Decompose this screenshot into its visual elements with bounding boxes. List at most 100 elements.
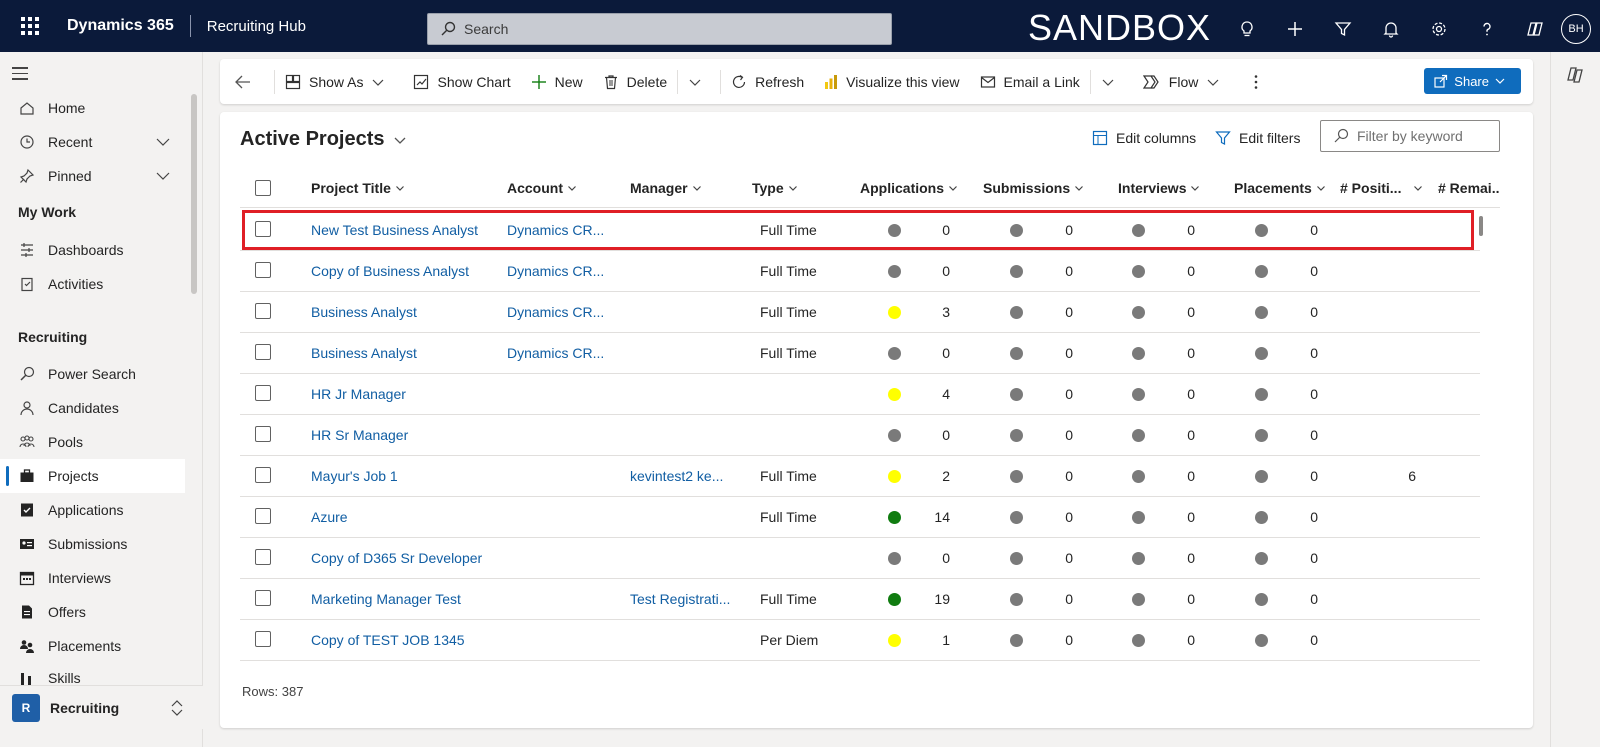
table-row[interactable]: Copy of Business Analyst Dynamics CR... Fu… — [240, 250, 1480, 292]
sidebar-item-power-search[interactable]: Power Search — [0, 357, 185, 391]
more-commands-dropdown[interactable] — [678, 66, 720, 98]
user-avatar[interactable]: BH — [1561, 14, 1591, 44]
row-checkbox[interactable] — [255, 549, 271, 565]
table-row[interactable]: HR Sr Manager 0 0 0 0 — [240, 414, 1480, 456]
row-checkbox[interactable] — [255, 590, 271, 606]
chevron-down-icon[interactable] — [155, 134, 171, 150]
column-header-interviews[interactable]: Interviews — [1118, 180, 1200, 196]
sidebar-item-pinned[interactable]: Pinned — [0, 159, 185, 193]
sidebar-item-placements[interactable]: Placements — [0, 629, 185, 663]
row-checkbox[interactable] — [255, 303, 271, 319]
sidebar-item-home[interactable]: Home — [0, 91, 185, 125]
table-row[interactable]: New Test Business Analyst Dynamics CR... F… — [240, 209, 1480, 251]
column-header-remaining[interactable]: # Remai... — [1438, 180, 1500, 196]
column-header-placements[interactable]: Placements — [1234, 180, 1326, 196]
table-row[interactable]: Mayur's Job 1 kevintest2 ke... Full Time 2 0… — [240, 455, 1480, 497]
account-link[interactable]: Dynamics CR... — [507, 345, 605, 361]
table-row[interactable]: Azure Full Time 14 0 0 0 — [240, 496, 1480, 538]
project-title-link[interactable]: Copy of TEST JOB 1345 — [311, 632, 465, 648]
account-link[interactable]: Dynamics CR... — [507, 263, 605, 279]
filter-by-keyword-input[interactable]: Filter by keyword — [1320, 120, 1500, 152]
help-icon[interactable] — [1463, 15, 1511, 43]
column-header-type[interactable]: Type — [752, 180, 798, 196]
share-button[interactable]: Share — [1424, 68, 1521, 94]
filter-icon[interactable] — [1319, 15, 1367, 43]
project-title-link[interactable]: Azure — [311, 509, 348, 525]
project-title-link[interactable]: Business Analyst — [311, 304, 417, 320]
project-title-link[interactable]: Business Analyst — [311, 345, 417, 361]
back-button[interactable] — [220, 66, 274, 98]
refresh-button[interactable]: Refresh — [721, 66, 814, 98]
sidebar-item-submissions[interactable]: Submissions — [0, 527, 185, 561]
row-checkbox[interactable] — [255, 385, 271, 401]
column-header-manager[interactable]: Manager — [630, 180, 702, 196]
row-checkbox[interactable] — [255, 467, 271, 483]
project-title-link[interactable]: HR Jr Manager — [311, 386, 406, 402]
gear-icon[interactable] — [1415, 15, 1463, 43]
column-header-account[interactable]: Account — [507, 180, 577, 196]
column-header-submissions[interactable]: Submissions — [983, 180, 1084, 196]
sidebar-item-pools[interactable]: Pools — [0, 425, 185, 459]
view-selector[interactable]: Active Projects — [240, 128, 407, 151]
project-title-link[interactable]: New Test Business Analyst — [311, 222, 479, 238]
sidebar-item-skills[interactable]: Skills — [0, 663, 185, 685]
manager-link[interactable]: Test Registrati... — [630, 591, 731, 607]
app-launcher-icon[interactable] — [21, 17, 45, 35]
sidebar-item-applications[interactable]: Applications — [0, 493, 185, 527]
account-link[interactable]: Dynamics CR... — [507, 304, 605, 320]
select-all-checkbox[interactable] — [255, 180, 271, 196]
delete-button[interactable]: Delete — [593, 66, 677, 98]
project-title-link[interactable]: Marketing Manager Test — [311, 591, 461, 607]
chevron-down-icon[interactable] — [155, 168, 171, 184]
sidebar-item-activities[interactable]: Activities — [0, 267, 185, 301]
project-title-link[interactable]: Mayur's Job 1 — [311, 468, 398, 484]
row-checkbox[interactable] — [255, 631, 271, 647]
grid-vertical-scrollbar[interactable] — [1479, 216, 1483, 236]
edit-columns-button[interactable]: Edit columns — [1092, 130, 1196, 146]
area-switcher[interactable]: R Recruiting — [0, 685, 203, 729]
row-checkbox[interactable] — [255, 262, 271, 278]
show-chart-button[interactable]: Show Chart — [403, 66, 520, 98]
app-name[interactable]: Dynamics 365 — [67, 17, 174, 34]
sidebar-item-offers[interactable]: Offers — [0, 595, 185, 629]
row-checkbox[interactable] — [255, 508, 271, 524]
more-options-button[interactable] — [1238, 66, 1282, 98]
global-search-input[interactable]: Search — [427, 13, 892, 45]
table-row[interactable]: Business Analyst Dynamics CR... Full Time 3… — [240, 291, 1480, 333]
account-link[interactable]: Dynamics CR... — [507, 222, 605, 238]
email-link-dropdown[interactable] — [1091, 66, 1133, 98]
table-row[interactable]: Copy of TEST JOB 1345 Per Diem 1 0 0 0 — [240, 619, 1480, 661]
sidebar-item-interviews[interactable]: Interviews — [0, 561, 185, 595]
hub-name[interactable]: Recruiting Hub — [206, 17, 306, 35]
copilot-icon[interactable] — [1566, 66, 1586, 84]
hamburger-menu-icon[interactable] — [12, 67, 28, 84]
project-title-link[interactable]: HR Sr Manager — [311, 427, 409, 443]
project-title-link[interactable]: Copy of D365 Sr Developer — [311, 550, 483, 566]
sidebar-item-dashboards[interactable]: Dashboards — [0, 233, 185, 267]
column-header-project-title[interactable]: Project Title — [311, 180, 405, 196]
sidebar-scrollbar[interactable] — [191, 94, 197, 294]
lightbulb-icon[interactable] — [1223, 15, 1271, 43]
copilot-icon[interactable] — [1511, 15, 1559, 43]
plus-icon[interactable] — [1271, 15, 1319, 43]
edit-filters-button[interactable]: Edit filters — [1215, 130, 1300, 146]
table-row[interactable]: Copy of D365 Sr Developer 0 0 0 0 — [240, 537, 1480, 579]
table-row[interactable]: Marketing Manager Test Test Registrati...… — [240, 578, 1480, 620]
new-button[interactable]: New — [521, 66, 593, 98]
email-link-button[interactable]: Email a Link — [970, 66, 1090, 98]
sidebar-item-recent[interactable]: Recent — [0, 125, 185, 159]
sidebar-item-candidates[interactable]: Candidates — [0, 391, 185, 425]
sidebar-item-projects[interactable]: Projects — [0, 459, 185, 493]
column-header-applications[interactable]: Applications — [860, 180, 958, 196]
table-row[interactable]: HR Jr Manager 4 0 0 0 — [240, 373, 1480, 415]
show-as-button[interactable]: Show As — [275, 66, 403, 98]
flow-button[interactable]: Flow — [1133, 66, 1239, 98]
table-row[interactable]: Business Analyst Dynamics CR... Full Time 0… — [240, 332, 1480, 374]
project-title-link[interactable]: Copy of Business Analyst — [311, 263, 469, 279]
manager-link[interactable]: kevintest2 ke... — [630, 468, 724, 484]
row-checkbox[interactable] — [255, 344, 271, 360]
bell-icon[interactable] — [1367, 15, 1415, 43]
row-checkbox[interactable] — [255, 221, 271, 237]
row-checkbox[interactable] — [255, 426, 271, 442]
column-header-positions[interactable]: # Positi... — [1340, 180, 1423, 196]
